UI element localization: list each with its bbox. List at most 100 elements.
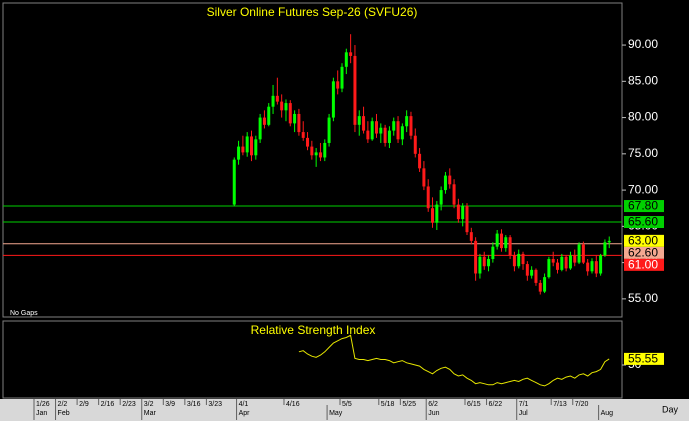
month-label: Jan (36, 410, 47, 417)
candle-body (556, 262, 560, 270)
candle-body (387, 130, 391, 143)
rsi-tag-label: 55.55 (628, 352, 658, 366)
candle-body (297, 113, 301, 133)
candle-body (370, 121, 374, 140)
candle-body (288, 103, 292, 124)
candle-body (474, 240, 478, 274)
candle-body (590, 261, 594, 272)
candle-body (396, 121, 400, 140)
candle-body (469, 232, 473, 241)
x-tick-label: 7/13 (553, 401, 567, 408)
month-label: May (329, 410, 343, 417)
candle-body (512, 255, 516, 267)
candle-body (422, 168, 426, 187)
level-tag-label: 61.00 (628, 258, 658, 272)
candle-body (603, 242, 607, 256)
candle-body (340, 66, 344, 89)
x-tick-label: 2/23 (122, 401, 136, 408)
level-tag (624, 234, 664, 247)
candle-body (413, 135, 417, 154)
x-tick-label: 2/2 (58, 401, 68, 408)
candle-body (349, 52, 353, 56)
candle-body (508, 237, 512, 256)
x-tick-label: 6/15 (467, 401, 481, 408)
candle-body (241, 146, 245, 153)
price-panel (2, 2, 623, 318)
candle-body (543, 277, 547, 292)
candle-body (400, 126, 404, 140)
candle-body (262, 117, 266, 125)
candle-body (327, 117, 331, 143)
candle-body (405, 116, 409, 127)
candle-body (452, 184, 456, 205)
rsi-tag (624, 352, 664, 365)
x-tick-label: 7/20 (575, 401, 589, 408)
candle-body (547, 258, 551, 278)
x-tick-label: 2/16 (101, 401, 115, 408)
x-tick-label: 3/2 (144, 401, 154, 408)
candle-body (586, 262, 590, 272)
level-tag-label: 62.60 (628, 246, 658, 260)
x-tick-label: 2/9 (79, 401, 89, 408)
candle-body (456, 204, 460, 220)
x-tick-label: 5/18 (381, 401, 395, 408)
candle-body (573, 255, 577, 263)
candle-body (331, 81, 335, 118)
candle-body (435, 204, 439, 223)
candle-body (534, 269, 538, 283)
candle-body (439, 190, 443, 205)
candle-body (301, 132, 305, 138)
x-tick-label: 7/1 (519, 401, 529, 408)
rsi-panel (2, 320, 623, 399)
candle-body (495, 233, 499, 247)
candle-body (306, 137, 310, 147)
candle-body (314, 152, 318, 156)
candle-body (353, 55, 357, 125)
candle-body (564, 256, 568, 269)
x-tick-label: 6/22 (489, 401, 503, 408)
candle-body (392, 121, 396, 131)
candle-body (551, 258, 555, 263)
candle-body (310, 146, 314, 156)
candle-body (275, 95, 279, 102)
candle-body (280, 101, 284, 111)
x-tick-label: 5/25 (402, 401, 416, 408)
month-label: Jul (519, 410, 528, 417)
level-tag (624, 200, 664, 213)
x-tick-label: 5/5 (342, 401, 352, 408)
level-tag-label: 63.00 (628, 234, 658, 248)
candle-body (245, 136, 249, 153)
month-label: Jun (428, 410, 439, 417)
candle-body (383, 127, 387, 143)
x-tick-label: 4/1 (239, 401, 249, 408)
candle-body (594, 261, 598, 274)
candle-body (581, 244, 585, 263)
candle-body (560, 256, 564, 270)
candle-body (344, 52, 348, 67)
y-tick-label: 85.00 (628, 73, 658, 87)
x-tick-label: 3/23 (208, 401, 222, 408)
candle-body (237, 146, 241, 160)
candle-body (336, 81, 340, 89)
y-tick-label: 75.00 (628, 146, 658, 160)
candle-body (443, 175, 447, 191)
month-label: Feb (58, 410, 70, 417)
candle-body (487, 258, 491, 267)
candle-body (250, 136, 253, 156)
x-tick-label: 6/2 (428, 401, 438, 408)
candle-body (374, 121, 378, 134)
rsi-line (298, 334, 610, 387)
candle-body (530, 269, 534, 276)
candle-body (607, 240, 611, 243)
candle-body (461, 206, 465, 220)
candle-body (426, 186, 430, 209)
candle-body (448, 175, 452, 185)
x-tick-label: 4/16 (286, 401, 300, 408)
candle-body (271, 95, 275, 107)
candle-body (525, 264, 529, 276)
y-tick-label: 90.00 (628, 37, 658, 51)
candle-body (362, 116, 366, 131)
candle-body (323, 142, 327, 158)
